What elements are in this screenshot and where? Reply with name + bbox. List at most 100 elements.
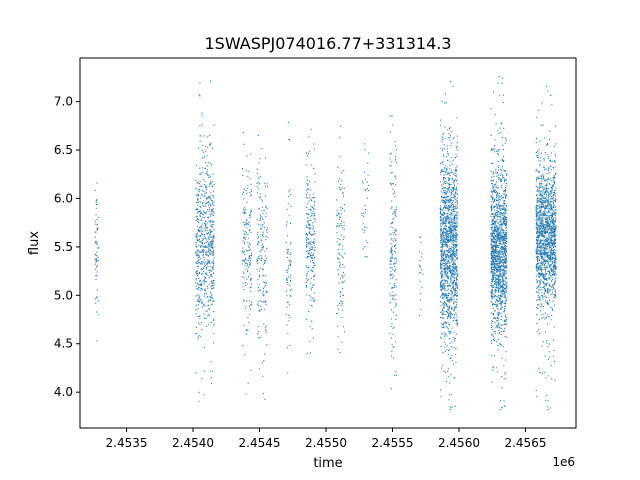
data-point: [244, 243, 246, 245]
data-point: [395, 286, 397, 288]
data-point: [305, 236, 308, 238]
data-point: [456, 169, 458, 171]
data-point: [261, 210, 263, 212]
data-point: [336, 241, 338, 243]
data-point: [306, 183, 308, 185]
data-point: [498, 315, 500, 317]
data-point: [213, 319, 215, 321]
data-point: [504, 373, 506, 375]
data-point: [314, 181, 316, 183]
data-point: [440, 275, 442, 277]
data-point: [246, 223, 248, 225]
data-point: [202, 267, 205, 269]
data-point: [493, 277, 495, 279]
data-point: [499, 299, 501, 301]
data-point: [196, 238, 198, 241]
data-point: [195, 304, 198, 306]
data-point: [443, 236, 445, 238]
data-point: [451, 306, 453, 308]
data-point: [494, 263, 496, 265]
data-point: [548, 288, 550, 290]
data-point: [314, 218, 316, 220]
data-point: [266, 208, 268, 210]
data-point: [208, 239, 210, 241]
data-point: [199, 210, 201, 212]
data-point: [338, 249, 340, 251]
data-point: [262, 294, 264, 296]
data-point: [500, 249, 502, 252]
data-point: [452, 320, 454, 322]
data-point: [421, 253, 423, 255]
data-point: [451, 298, 453, 301]
data-point: [313, 279, 315, 281]
data-point: [447, 209, 450, 212]
data-point: [394, 212, 396, 214]
data-point: [199, 95, 201, 97]
data-point: [448, 251, 450, 253]
data-point: [546, 279, 548, 282]
data-point: [450, 224, 452, 226]
data-point: [503, 197, 505, 199]
data-point: [504, 299, 506, 301]
data-point: [314, 299, 316, 301]
data-point: [206, 189, 208, 191]
data-point: [196, 235, 198, 237]
data-point: [497, 244, 499, 247]
data-point: [452, 234, 455, 236]
data-point: [445, 180, 447, 183]
data-point: [391, 239, 393, 241]
data-point: [96, 224, 98, 226]
data-point: [248, 260, 250, 262]
data-point: [307, 220, 309, 222]
data-point: [393, 299, 395, 301]
data-point: [210, 236, 212, 238]
data-point: [442, 352, 444, 354]
data-point: [504, 405, 506, 407]
data-point: [495, 278, 497, 280]
data-point: [445, 297, 447, 299]
data-point: [446, 246, 448, 248]
data-point: [263, 323, 265, 325]
data-point: [440, 277, 443, 279]
data-point: [342, 238, 344, 240]
data-point: [449, 265, 451, 267]
data-point: [451, 341, 453, 343]
data-point: [448, 292, 450, 294]
data-point: [500, 195, 502, 197]
data-point: [448, 184, 450, 186]
data-point: [495, 276, 497, 278]
data-point: [454, 289, 456, 291]
data-point: [211, 211, 213, 213]
data-point: [499, 270, 501, 272]
data-point: [505, 179, 508, 181]
data-point: [440, 249, 442, 251]
data-point: [440, 296, 442, 298]
data-point: [195, 254, 197, 256]
data-point: [493, 331, 495, 333]
data-point: [505, 191, 507, 193]
data-point: [490, 190, 492, 192]
data-point: [496, 210, 498, 212]
data-point: [498, 76, 500, 78]
data-point: [504, 314, 506, 316]
data-point: [451, 233, 453, 235]
data-point: [443, 190, 445, 192]
data-point: [490, 312, 492, 314]
data-point: [203, 289, 206, 291]
data-point: [241, 263, 243, 265]
data-point: [502, 291, 505, 293]
data-point: [446, 217, 448, 219]
data-point: [447, 199, 449, 201]
data-point: [442, 176, 444, 179]
data-point: [213, 254, 215, 256]
data-point: [210, 208, 212, 211]
data-point: [340, 254, 342, 256]
data-point: [500, 172, 502, 175]
data-point: [446, 206, 448, 208]
data-point: [496, 269, 498, 271]
data-point: [265, 239, 267, 241]
data-point: [197, 239, 199, 242]
data-point: [209, 182, 212, 184]
data-point: [440, 271, 442, 273]
data-point: [204, 280, 206, 283]
